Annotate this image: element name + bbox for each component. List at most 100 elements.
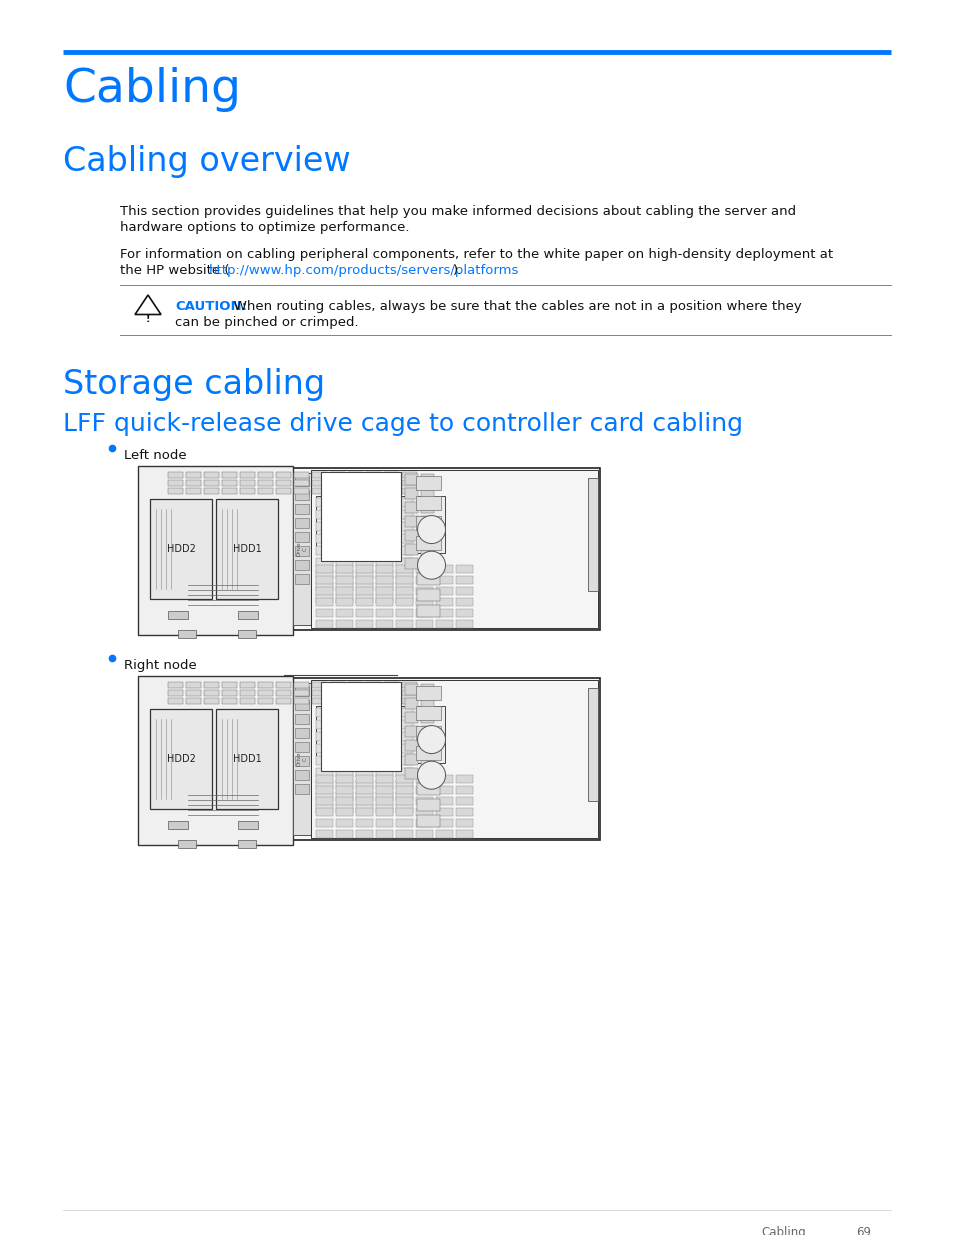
Bar [395,804,413,813]
Bar [436,566,453,573]
Circle shape [417,761,445,789]
Bar [375,781,393,789]
Bar [275,480,291,487]
Bar [348,488,363,494]
Bar [375,566,393,573]
Bar [355,787,373,794]
Bar [257,480,273,487]
Bar [421,768,434,779]
Bar [222,690,236,697]
Text: For information on cabling peripheral components, refer to the white paper on hi: For information on cabling peripheral co… [120,248,832,261]
Bar [240,472,254,478]
Bar [355,498,373,508]
Bar [456,798,473,805]
Bar [315,510,333,519]
Bar [315,708,333,718]
Bar [355,792,373,802]
Bar [405,530,417,541]
Bar [456,776,473,783]
Bar [275,682,291,688]
Bar [335,830,353,839]
Bar [335,566,353,573]
Bar [456,620,473,629]
Bar [416,536,441,550]
Bar [355,510,373,519]
Bar [294,475,309,487]
Bar [456,609,473,618]
Bar [315,808,333,816]
Bar [421,474,434,485]
Bar [222,480,236,487]
Bar [384,472,398,478]
Bar [436,776,453,783]
Bar [416,783,439,795]
Bar [348,472,363,478]
Bar [416,598,433,606]
Bar [395,577,413,584]
Bar [335,756,353,764]
Bar [355,781,373,789]
Bar [312,472,327,478]
Bar [375,743,393,753]
Bar [421,558,434,569]
Bar [257,488,273,494]
Bar [436,587,453,595]
Bar [355,587,373,595]
Bar [395,732,413,741]
Bar [335,582,353,592]
Bar [315,830,333,839]
Bar [222,472,236,478]
Bar [421,726,434,737]
Bar [375,534,393,543]
Bar [375,756,393,764]
Bar [416,706,441,720]
Bar [315,798,333,805]
Bar [405,474,417,485]
Bar [355,798,373,805]
Bar [375,768,393,777]
Bar [416,620,433,629]
Bar [315,522,333,531]
Bar [335,792,353,802]
Bar [416,577,433,584]
Bar [366,682,380,688]
Bar [416,685,441,700]
Bar [335,598,353,606]
Bar [355,534,373,543]
Bar [168,488,183,494]
Bar [375,522,393,531]
Bar [335,571,353,579]
Bar [240,698,254,704]
Bar [395,566,413,573]
Bar [395,768,413,777]
Bar [315,566,333,573]
Bar [348,698,363,704]
Text: Drive
C: Drive C [296,752,307,766]
Bar [375,587,393,595]
Bar [294,574,309,584]
Bar [257,690,273,697]
Bar [186,480,201,487]
Bar [315,498,333,508]
Bar [416,516,441,530]
Bar [330,698,345,704]
Bar [416,587,433,595]
Bar [405,501,417,513]
Bar [240,682,254,688]
Bar [421,530,434,541]
Bar [395,558,413,567]
Bar [384,682,398,688]
Text: This section provides guidelines that help you make informed decisions about cab: This section provides guidelines that he… [120,205,796,219]
Text: the HP website (: the HP website ( [120,264,230,277]
Bar [421,488,434,499]
Bar [240,488,254,494]
Bar [215,499,277,599]
Bar [138,466,293,635]
Bar [395,830,413,839]
Text: Cabling overview: Cabling overview [63,144,351,178]
Bar [315,819,333,827]
Bar [186,682,201,688]
Bar [204,698,219,704]
Text: !: ! [146,314,150,324]
Bar [315,571,333,579]
